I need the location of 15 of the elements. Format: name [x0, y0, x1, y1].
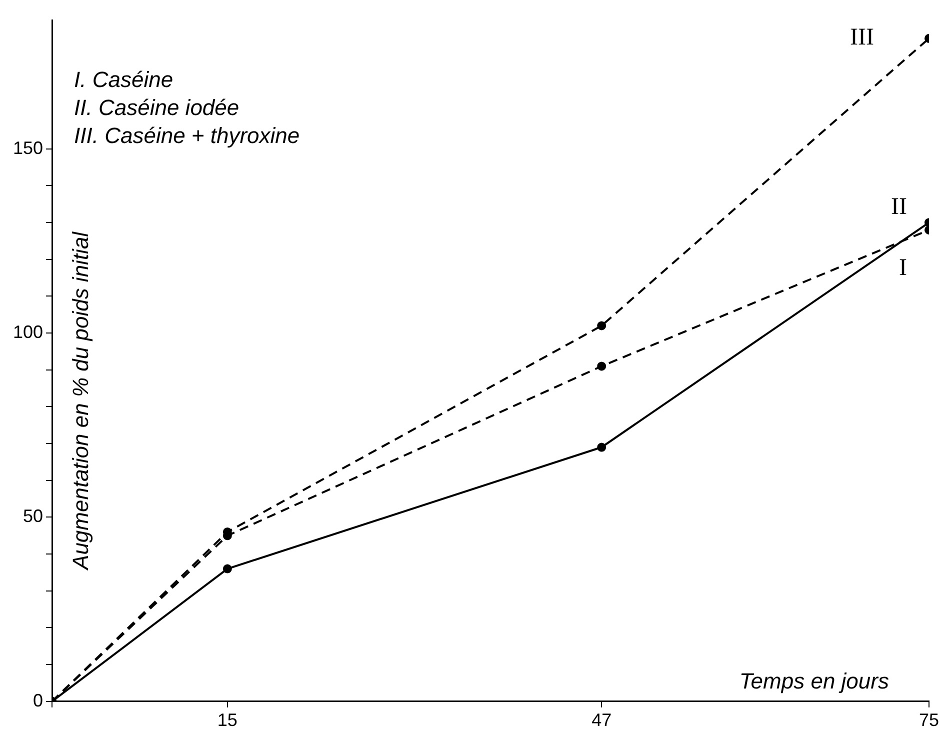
- y-tick-label: 50: [23, 506, 44, 526]
- series-label: II: [891, 194, 907, 220]
- x-tick-label: 15: [217, 710, 238, 730]
- annotation: II. Caséine iodée: [74, 95, 240, 120]
- x-tick-label: 75: [918, 710, 940, 730]
- annotation: I. Caséine: [74, 67, 174, 92]
- y-tick-label: 0: [33, 690, 44, 710]
- series-label: III: [850, 24, 874, 51]
- y-axis-title: Augmentation en % du poids initial: [68, 230, 94, 572]
- y-tick-label: 150: [12, 138, 44, 158]
- x-axis-title: Temps en jours: [739, 668, 889, 694]
- series-label: I: [898, 254, 907, 281]
- x-tick-label: 47: [592, 710, 612, 730]
- annotation: III. Caséine + thyroxine: [74, 123, 300, 148]
- y-tick-label: 100: [12, 322, 44, 342]
